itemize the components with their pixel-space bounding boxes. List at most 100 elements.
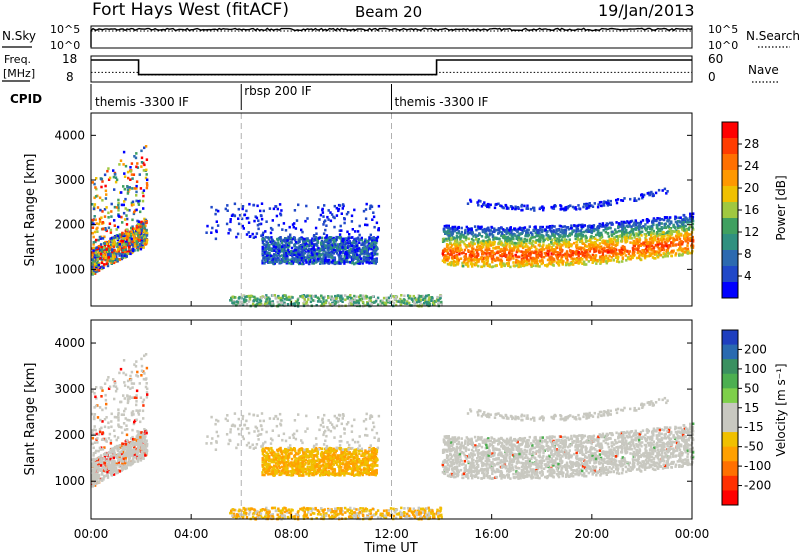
range-gate-cell: [374, 250, 376, 253]
range-gate-cell: [512, 238, 514, 241]
range-gate-cell: [105, 263, 107, 266]
range-gate-cell: [626, 250, 628, 253]
range-gate-cell: [330, 252, 332, 255]
range-gate-cell: [478, 248, 480, 251]
range-gate-cell: [456, 256, 458, 259]
range-gate-cell: [101, 199, 103, 202]
range-gate-cell: [359, 225, 361, 228]
range-gate-cell: [129, 186, 131, 189]
range-gate-cell: [360, 257, 362, 260]
range-gate-cell: [146, 179, 148, 182]
range-gate-cell: [371, 255, 373, 258]
range-gate-cell: [340, 296, 342, 299]
range-gate-cell: [555, 254, 557, 257]
range-gate-cell: [507, 264, 509, 267]
range-gate-cell: [286, 239, 288, 242]
range-gate-cell: [358, 234, 360, 237]
range-gate-cell: [323, 241, 325, 244]
range-gate-cell: [96, 246, 98, 249]
range-gate-cell: [420, 295, 422, 298]
range-gate-cell: [298, 254, 300, 257]
range-gate-cell: [126, 185, 128, 188]
range-gate-cell: [100, 243, 102, 246]
range-gate-cell: [463, 236, 465, 239]
range-gate-cell: [232, 296, 234, 299]
range-gate-cell: [270, 232, 272, 235]
nave-tick-top: 60: [708, 52, 723, 66]
range-gate-cell: [268, 246, 270, 249]
range-gate-cell: [143, 147, 145, 150]
range-gate-cell: [321, 237, 323, 240]
range-gate-cell: [538, 265, 540, 268]
range-gate-cell: [342, 238, 344, 241]
range-gate-cell: [95, 177, 97, 180]
range-gate-cell: [426, 303, 428, 306]
range-gate-cell: [509, 266, 511, 269]
range-gate-cell: [621, 231, 623, 234]
range-gate-cell: [291, 296, 293, 299]
range-gate-cell: [135, 152, 137, 155]
range-gate-cell: [268, 261, 270, 264]
range-gate-cell: [477, 254, 479, 257]
range-gate-cell: [140, 241, 142, 244]
range-gate-cell: [475, 238, 477, 241]
range-gate-cell: [622, 258, 624, 261]
range-gate-cell: [273, 245, 275, 248]
range-gate-cell: [117, 209, 119, 212]
range-gate-cell: [272, 294, 274, 297]
range-gate-cell: [102, 228, 104, 231]
range-gate-cell: [117, 248, 119, 251]
range-gate-cell: [291, 247, 293, 250]
range-gate-cell: [304, 252, 306, 255]
range-gate-cell: [262, 250, 264, 253]
range-gate-cell: [570, 224, 572, 227]
range-gate-cell: [283, 251, 285, 254]
range-gate-cell: [450, 237, 452, 240]
range-gate-cell: [99, 209, 101, 212]
range-gate-cell: [238, 223, 240, 226]
range-gate-cell: [131, 187, 133, 190]
range-gate-cell: [575, 238, 577, 241]
range-gate-cell: [303, 238, 305, 241]
range-gate-cell: [234, 203, 236, 206]
range-gate-cell: [215, 229, 217, 232]
range-gate-cell: [295, 257, 297, 260]
range-gate-cell: [553, 258, 555, 261]
range-gate-cell: [565, 232, 567, 235]
range-gate-cell: [348, 233, 350, 236]
range-gate-cell: [653, 247, 655, 250]
range-gate-cell: [588, 225, 590, 228]
range-gate-cell: [92, 232, 94, 235]
range-gate-cell: [351, 220, 353, 223]
range-gate-cell: [337, 294, 339, 297]
range-gate-cell: [315, 227, 317, 230]
range-gate-cell: [329, 237, 331, 240]
range-gate-cell: [365, 217, 367, 220]
range-gate-cell: [281, 228, 283, 231]
range-gate-cell: [123, 204, 125, 207]
range-gate-cell: [103, 263, 105, 266]
range-gate-cell: [681, 250, 683, 253]
range-gate-cell: [131, 162, 133, 165]
range-gate-cell: [93, 208, 95, 211]
range-gate-cell: [340, 229, 342, 232]
range-gate-cell: [592, 261, 594, 264]
station-title: Fort Hays West (fitACF): [92, 0, 289, 20]
range-gate-cell: [312, 299, 314, 302]
range-gate-cell: [102, 237, 104, 240]
range-gate-cell: [602, 224, 604, 227]
range-gate-cell: [585, 258, 587, 261]
range-gate-cell: [385, 297, 387, 300]
range-gate-cell: [317, 206, 319, 209]
range-gate-cell: [422, 295, 424, 298]
range-gate-cell: [667, 240, 669, 243]
range-gate-cell: [615, 235, 617, 238]
range-gate-cell: [279, 261, 281, 264]
range-gate-cell: [667, 249, 669, 252]
range-gate-cell: [238, 208, 240, 211]
range-gate-cell: [582, 234, 584, 237]
range-gate-cell: [282, 295, 284, 298]
range-gate-cell: [131, 241, 133, 244]
range-gate-cell: [359, 250, 361, 253]
range-gate-cell: [608, 235, 610, 238]
